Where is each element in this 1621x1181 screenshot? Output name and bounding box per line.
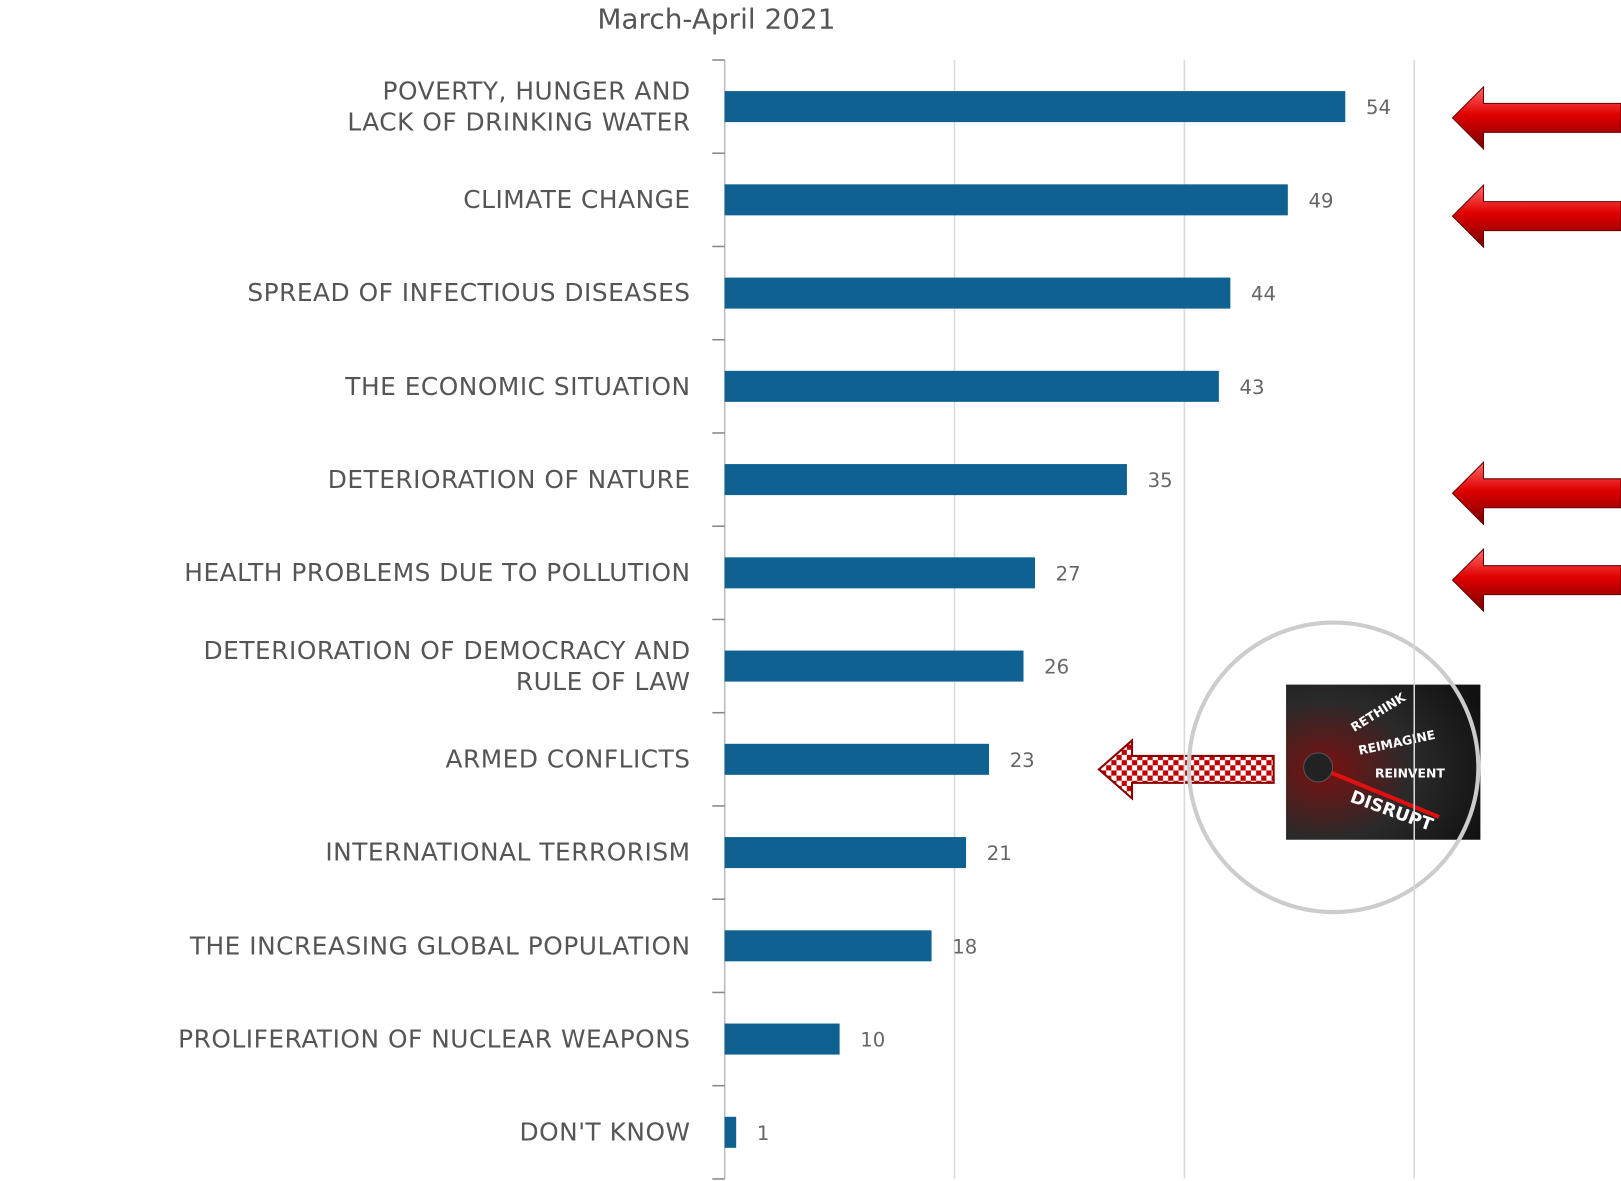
chart-title: March-April 2021 [597, 3, 835, 36]
category-label: CLIMATE CHANGE [0, 153, 691, 246]
gauge-text: REINVENT [1375, 766, 1445, 781]
bar [725, 91, 1346, 122]
red-arrow [1452, 185, 1621, 247]
bar [725, 1024, 840, 1055]
arrows [1452, 87, 1621, 611]
category-label: ARMED CONFLICTS [0, 713, 691, 806]
value-label: 27 [1056, 562, 1081, 585]
value-label: 1 [757, 1122, 769, 1145]
category-label-box: POVERTY, HUNGER AND LACK OF DRINKING WAT… [0, 60, 691, 153]
value-label: 21 [987, 842, 1012, 865]
chart: March-April 2021 RETHINK REIMAGINE REINV… [0, 0, 1621, 1181]
category-label-box: HEALTH PROBLEMS DUE TO POLLUTION [0, 526, 691, 619]
red-arrow [1452, 87, 1621, 149]
value-label: 26 [1044, 656, 1069, 679]
category-label-box: THE INCREASING GLOBAL POPULATION [0, 899, 691, 992]
bar [725, 837, 966, 868]
category-label: SPREAD OF INFECTIOUS DISEASES [0, 246, 691, 339]
category-label-box: INTERNATIONAL TERRORISM [0, 806, 691, 899]
category-label-box: THE ECONOMIC SITUATION [0, 340, 691, 433]
checkered-arrow [1099, 740, 1274, 798]
category-label-box: SPREAD OF INFECTIOUS DISEASES [0, 246, 691, 339]
category-label: POVERTY, HUNGER AND LACK OF DRINKING WAT… [0, 60, 691, 153]
bar [725, 184, 1288, 215]
value-label: 54 [1366, 96, 1391, 119]
category-label: DETERIORATION OF NATURE [0, 433, 691, 526]
category-label: HEALTH PROBLEMS DUE TO POLLUTION [0, 526, 691, 619]
value-label: 43 [1240, 376, 1265, 399]
category-label-box: ARMED CONFLICTS [0, 713, 691, 806]
value-label: 49 [1308, 189, 1333, 212]
category-label-box: DON'T KNOW [0, 1086, 691, 1179]
category-label: DETERIORATION OF DEMOCRACY AND RULE OF L… [0, 619, 691, 712]
category-label: PROLIFERATION OF NUCLEAR WEAPONS [0, 992, 691, 1085]
gauge-hub [1304, 753, 1333, 782]
bar [725, 651, 1024, 682]
red-arrow [1452, 549, 1621, 611]
category-label: THE INCREASING GLOBAL POPULATION [0, 899, 691, 992]
bar [725, 557, 1035, 588]
category-label: DON'T KNOW [0, 1086, 691, 1179]
category-label-box: DETERIORATION OF DEMOCRACY AND RULE OF L… [0, 619, 691, 712]
bar [725, 464, 1127, 495]
category-label: THE ECONOMIC SITUATION [0, 340, 691, 433]
category-label-box: DETERIORATION OF NATURE [0, 433, 691, 526]
value-label: 10 [860, 1029, 885, 1052]
value-label: 18 [952, 935, 977, 958]
bar [725, 744, 989, 775]
value-label: 35 [1148, 469, 1173, 492]
bar [725, 930, 932, 961]
bar [725, 278, 1231, 309]
red-arrow [1452, 462, 1621, 524]
page: {"chart_data": {"type": "hbar", "title":… [0, 0, 1621, 1181]
bar [725, 371, 1219, 402]
category-label-box: CLIMATE CHANGE [0, 153, 691, 246]
category-label-box: PROLIFERATION OF NUCLEAR WEAPONS [0, 992, 691, 1085]
value-label: 23 [1010, 749, 1035, 772]
bar [725, 1117, 736, 1148]
category-label: INTERNATIONAL TERRORISM [0, 806, 691, 899]
value-label: 44 [1251, 283, 1276, 306]
